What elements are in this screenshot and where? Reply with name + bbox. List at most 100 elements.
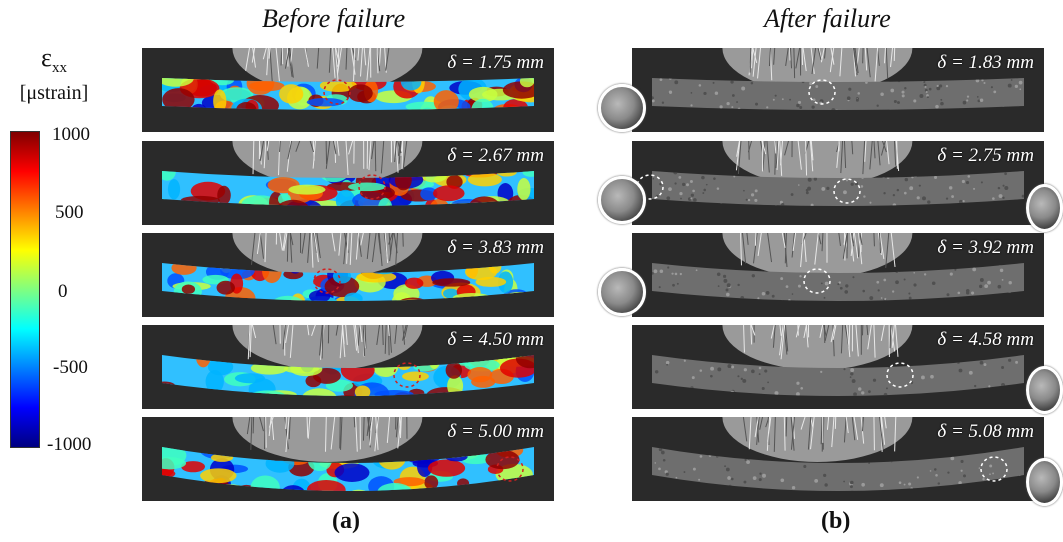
speckle <box>807 186 812 191</box>
speckle <box>918 184 921 187</box>
strain-blob <box>222 296 259 301</box>
strain-blob <box>500 291 534 301</box>
strain-blob <box>456 491 473 501</box>
speckle <box>972 171 975 174</box>
speckle <box>986 298 990 301</box>
speckle <box>886 457 890 461</box>
speckle <box>664 110 666 112</box>
displacement-label: δ = 3.83 mm <box>447 237 544 258</box>
speckle <box>662 493 664 495</box>
speckle <box>701 448 705 452</box>
speckle <box>850 490 855 491</box>
roller-texture <box>402 141 408 170</box>
speckle <box>978 467 981 469</box>
colorbar-title: εxx <box>24 44 84 82</box>
speckle <box>677 487 681 491</box>
roller-texture <box>316 233 321 259</box>
speckle <box>861 391 865 395</box>
roller-texture <box>268 48 271 59</box>
speckle <box>962 303 966 307</box>
roller-texture <box>354 325 359 354</box>
roller-texture <box>246 417 251 435</box>
speckle <box>750 81 754 85</box>
strain-blob <box>512 486 534 491</box>
speckle <box>903 171 906 173</box>
roller-texture <box>779 325 782 336</box>
speckle <box>999 268 1004 273</box>
speckle <box>656 298 659 301</box>
roller-texture <box>773 48 776 65</box>
strain-blob <box>386 403 426 409</box>
speckle <box>790 193 794 196</box>
strain-blob <box>445 361 463 379</box>
speckle <box>824 483 828 487</box>
strain-blob <box>270 295 305 301</box>
speckle <box>972 397 975 400</box>
speckle <box>946 399 948 401</box>
strain-blob <box>246 78 275 95</box>
speckle <box>946 498 948 500</box>
speckle <box>761 291 766 296</box>
speckle <box>723 274 727 278</box>
roller-texture <box>271 417 275 441</box>
strain-blob <box>162 468 176 479</box>
speckle <box>934 360 937 364</box>
roller-texture <box>795 48 801 69</box>
displacement-label: δ = 2.67 mm <box>447 145 544 166</box>
strain-blob <box>421 171 447 183</box>
roller-texture <box>873 233 875 247</box>
speckle <box>839 286 843 290</box>
roller-texture <box>809 141 814 172</box>
roller-texture <box>357 48 360 61</box>
colorbar-tick: 500 <box>55 202 84 223</box>
roller-texture <box>879 417 884 450</box>
speckle <box>796 381 800 385</box>
speckle <box>933 175 938 179</box>
roller-texture <box>818 48 823 61</box>
roller-texture <box>784 325 789 352</box>
speckle <box>697 482 701 486</box>
roller-texture <box>325 141 331 169</box>
roller-texture <box>824 48 827 59</box>
speckle <box>936 492 938 494</box>
speckle <box>958 481 962 485</box>
speckle <box>818 500 820 501</box>
roller-texture <box>345 325 348 345</box>
speckle <box>975 208 977 210</box>
speckle <box>716 299 720 301</box>
roller-texture <box>403 325 408 339</box>
strain-blob <box>334 463 370 482</box>
speckle <box>719 105 723 109</box>
strain-blob <box>467 172 502 187</box>
speckle <box>997 263 1002 266</box>
roller-texture <box>368 141 372 171</box>
speckle <box>763 363 766 365</box>
speckle <box>880 297 883 299</box>
speckle <box>916 476 919 479</box>
roller-texture <box>736 141 740 157</box>
speckle <box>672 283 675 287</box>
speckle <box>655 406 657 408</box>
speckle <box>743 299 746 301</box>
speckle <box>926 94 929 97</box>
speckle <box>746 460 750 465</box>
speckle <box>930 374 934 379</box>
speckle <box>929 470 932 472</box>
roller-texture <box>784 233 787 264</box>
speckle <box>685 400 687 402</box>
roller-texture <box>748 417 752 450</box>
speckle <box>886 176 890 179</box>
speckle <box>843 190 847 195</box>
strain-blob <box>457 478 470 489</box>
speckle <box>736 308 738 310</box>
roller-texture <box>810 417 815 450</box>
roller-texture <box>793 48 796 79</box>
speckle <box>903 191 907 195</box>
roller-texture <box>826 417 830 430</box>
strain-blob <box>162 198 171 206</box>
speckle <box>958 199 963 204</box>
speckle <box>918 305 920 307</box>
roller-texture <box>250 417 253 450</box>
strain-blob <box>471 98 495 110</box>
roller-texture <box>891 325 895 348</box>
